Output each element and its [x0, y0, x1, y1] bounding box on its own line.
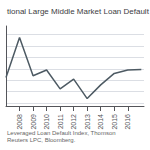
svg-text:tional Large Middle Market Loa: tional Large Middle Market Loan Default — [7, 7, 150, 16]
svg-text:2016: 2016 — [124, 114, 131, 130]
svg-text:2012: 2012 — [70, 114, 77, 130]
svg-text:Leveraged Loan Default Index,: Leveraged Loan Default Index, Thomson — [7, 130, 117, 136]
svg-text:2015: 2015 — [111, 114, 118, 130]
svg-text:2014: 2014 — [97, 114, 104, 130]
svg-text:Reuters LPC, Bloomberg.: Reuters LPC, Bloomberg. — [7, 137, 76, 143]
svg-text:2013: 2013 — [84, 114, 91, 130]
svg-text:2009: 2009 — [30, 114, 37, 130]
svg-text:2010: 2010 — [43, 114, 50, 130]
svg-text:2011: 2011 — [57, 114, 64, 129]
svg-text:2008: 2008 — [16, 114, 23, 130]
